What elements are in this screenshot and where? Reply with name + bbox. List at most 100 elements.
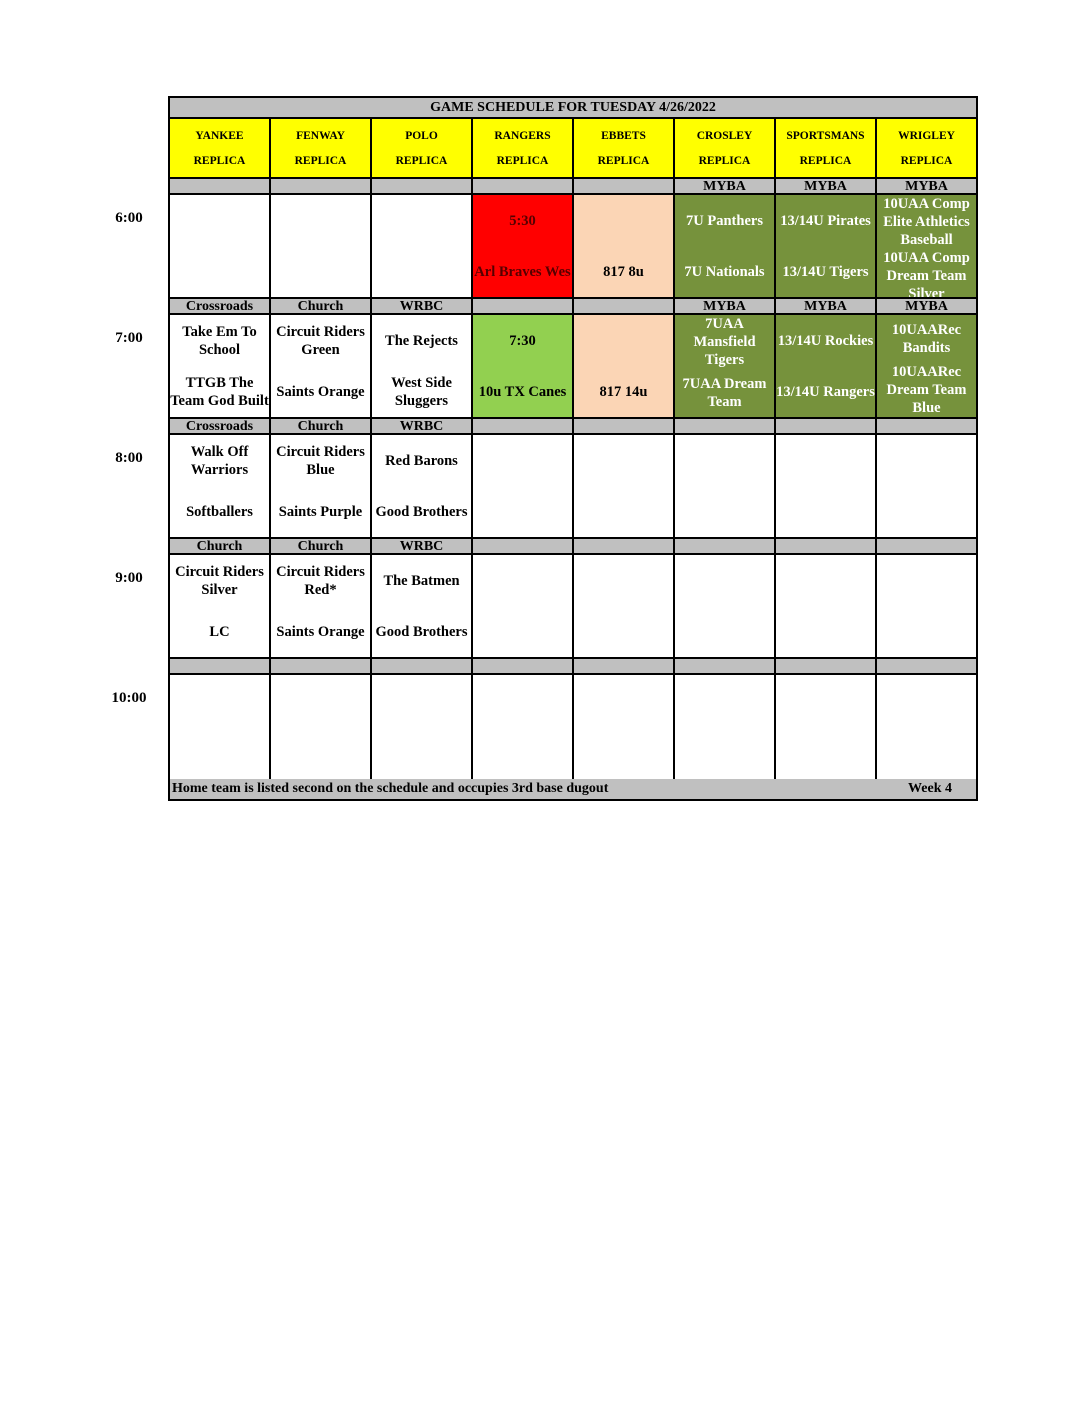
field-header: CROSLEY REPLICA — [675, 119, 776, 177]
org-row: Crossroads Church WRBC MYBA MYBA MYBA — [170, 299, 976, 315]
org-label — [473, 539, 574, 553]
home-team — [877, 486, 976, 537]
time-slot-row: Walk Off Warriors Softballers Circuit Ride… — [170, 435, 976, 539]
home-team — [271, 727, 370, 779]
field-header: RANGERS REPLICA — [473, 119, 574, 177]
away-team: Take Em To School — [182, 323, 257, 358]
home-team — [473, 486, 572, 537]
schedule-title: GAME SCHEDULE FOR TUESDAY 4/26/2022 — [170, 98, 976, 119]
field-name-line: REPLICA — [496, 154, 549, 167]
away-team — [574, 555, 673, 606]
away-team — [574, 675, 673, 727]
org-label: Church — [271, 419, 372, 433]
org-label: WRBC — [372, 539, 473, 553]
home-team — [372, 727, 471, 779]
game-cell — [271, 195, 372, 297]
footer-note: Home team is listed second on the schedu… — [172, 781, 609, 796]
game-cell — [574, 675, 675, 779]
home-team: 817 14u — [599, 383, 648, 400]
game-cell: 7U Panthers 7U Nationals — [675, 195, 776, 297]
home-team — [877, 727, 976, 779]
game-cell — [675, 555, 776, 657]
away-team: The Batmen — [383, 572, 460, 589]
game-cell — [170, 675, 271, 779]
away-team: 13/14U Pirates — [780, 212, 871, 229]
away-team — [574, 435, 673, 486]
org-label — [473, 419, 574, 433]
field-name-line: WRIGLEY — [898, 129, 955, 142]
game-cell: The Rejects West Side Sluggers — [372, 315, 473, 417]
time-label: 8:00 — [115, 450, 143, 466]
org-label: MYBA — [776, 179, 877, 193]
game-cell: 7UAA Mansfield Tigers 7UAA Dream Team — [675, 315, 776, 417]
org-label: Crossroads — [170, 299, 271, 313]
game-cell: Circuit Riders Red* Saints Orange — [271, 555, 372, 657]
org-label — [574, 179, 675, 193]
away-team: Red Barons — [385, 452, 458, 469]
game-cell — [877, 435, 976, 537]
field-name-line: CROSLEY — [696, 129, 753, 142]
home-team: Good Brothers — [375, 623, 468, 640]
game-cell: 10UAA Comp Elite Athletics Baseball 10UAA… — [877, 195, 976, 297]
away-team — [776, 675, 875, 727]
home-team — [271, 246, 370, 297]
away-team — [675, 675, 774, 727]
org-label: WRBC — [372, 419, 473, 433]
away-team — [877, 435, 976, 486]
field-name-line: EBBETS — [601, 129, 646, 142]
home-team — [170, 246, 269, 297]
org-label — [473, 659, 574, 673]
home-team: 7U Nationals — [684, 263, 765, 280]
org-label — [574, 659, 675, 673]
org-row: MYBA MYBA MYBA — [170, 179, 976, 195]
field-header: FENWAY REPLICA — [271, 119, 372, 177]
home-team — [675, 486, 774, 537]
home-team — [473, 606, 572, 657]
game-cell: 7:30 10u TX Canes — [473, 315, 574, 417]
field-name-line: REPLICA — [294, 154, 347, 167]
time-label: 9:00 — [115, 570, 143, 586]
org-label — [372, 179, 473, 193]
home-team: West Side Sluggers — [391, 374, 452, 409]
home-team: Arl Braves Wes — [474, 263, 571, 280]
org-label — [271, 659, 372, 673]
away-team — [574, 195, 673, 246]
away-team — [877, 675, 976, 727]
home-team: 7UAA Dream Team — [682, 376, 767, 410]
field-name-line: FENWAY — [296, 129, 345, 142]
away-team — [271, 675, 370, 727]
game-cell — [776, 675, 877, 779]
org-label — [170, 659, 271, 673]
away-team — [776, 435, 875, 486]
field-name-line: YANKEE — [195, 129, 244, 142]
field-name-line: POLO — [405, 129, 438, 142]
org-label — [473, 179, 574, 193]
away-team: Circuit Riders Red* — [276, 563, 365, 598]
game-cell — [877, 675, 976, 779]
home-team — [877, 606, 976, 657]
org-label: Church — [271, 539, 372, 553]
away-team — [170, 195, 269, 246]
home-team: 10u TX Canes — [478, 383, 567, 400]
away-team: Circuit Riders Blue — [276, 443, 365, 478]
away-team: 13/14U Rockies — [777, 332, 874, 349]
game-cell: 817 8u — [574, 195, 675, 297]
home-team: 817 8u — [603, 263, 644, 280]
org-label: MYBA — [675, 299, 776, 313]
time-label: 6:00 — [115, 210, 143, 226]
time-slot-row: Circuit Riders Silver LC Circuit Riders Re… — [170, 555, 976, 659]
field-name-line: REPLICA — [597, 154, 650, 167]
org-label — [776, 659, 877, 673]
org-label — [372, 659, 473, 673]
away-team — [372, 675, 471, 727]
away-team — [877, 555, 976, 606]
org-label — [675, 659, 776, 673]
away-team: Walk Off Warriors — [190, 443, 249, 478]
time-slot-row — [170, 675, 976, 779]
away-team — [675, 555, 774, 606]
field-name-line: REPLICA — [395, 154, 448, 167]
org-row: Crossroads Church WRBC — [170, 419, 976, 435]
away-team: 7UAA Mansfield Tigers — [693, 316, 756, 368]
game-cell — [675, 435, 776, 537]
org-label — [877, 659, 976, 673]
